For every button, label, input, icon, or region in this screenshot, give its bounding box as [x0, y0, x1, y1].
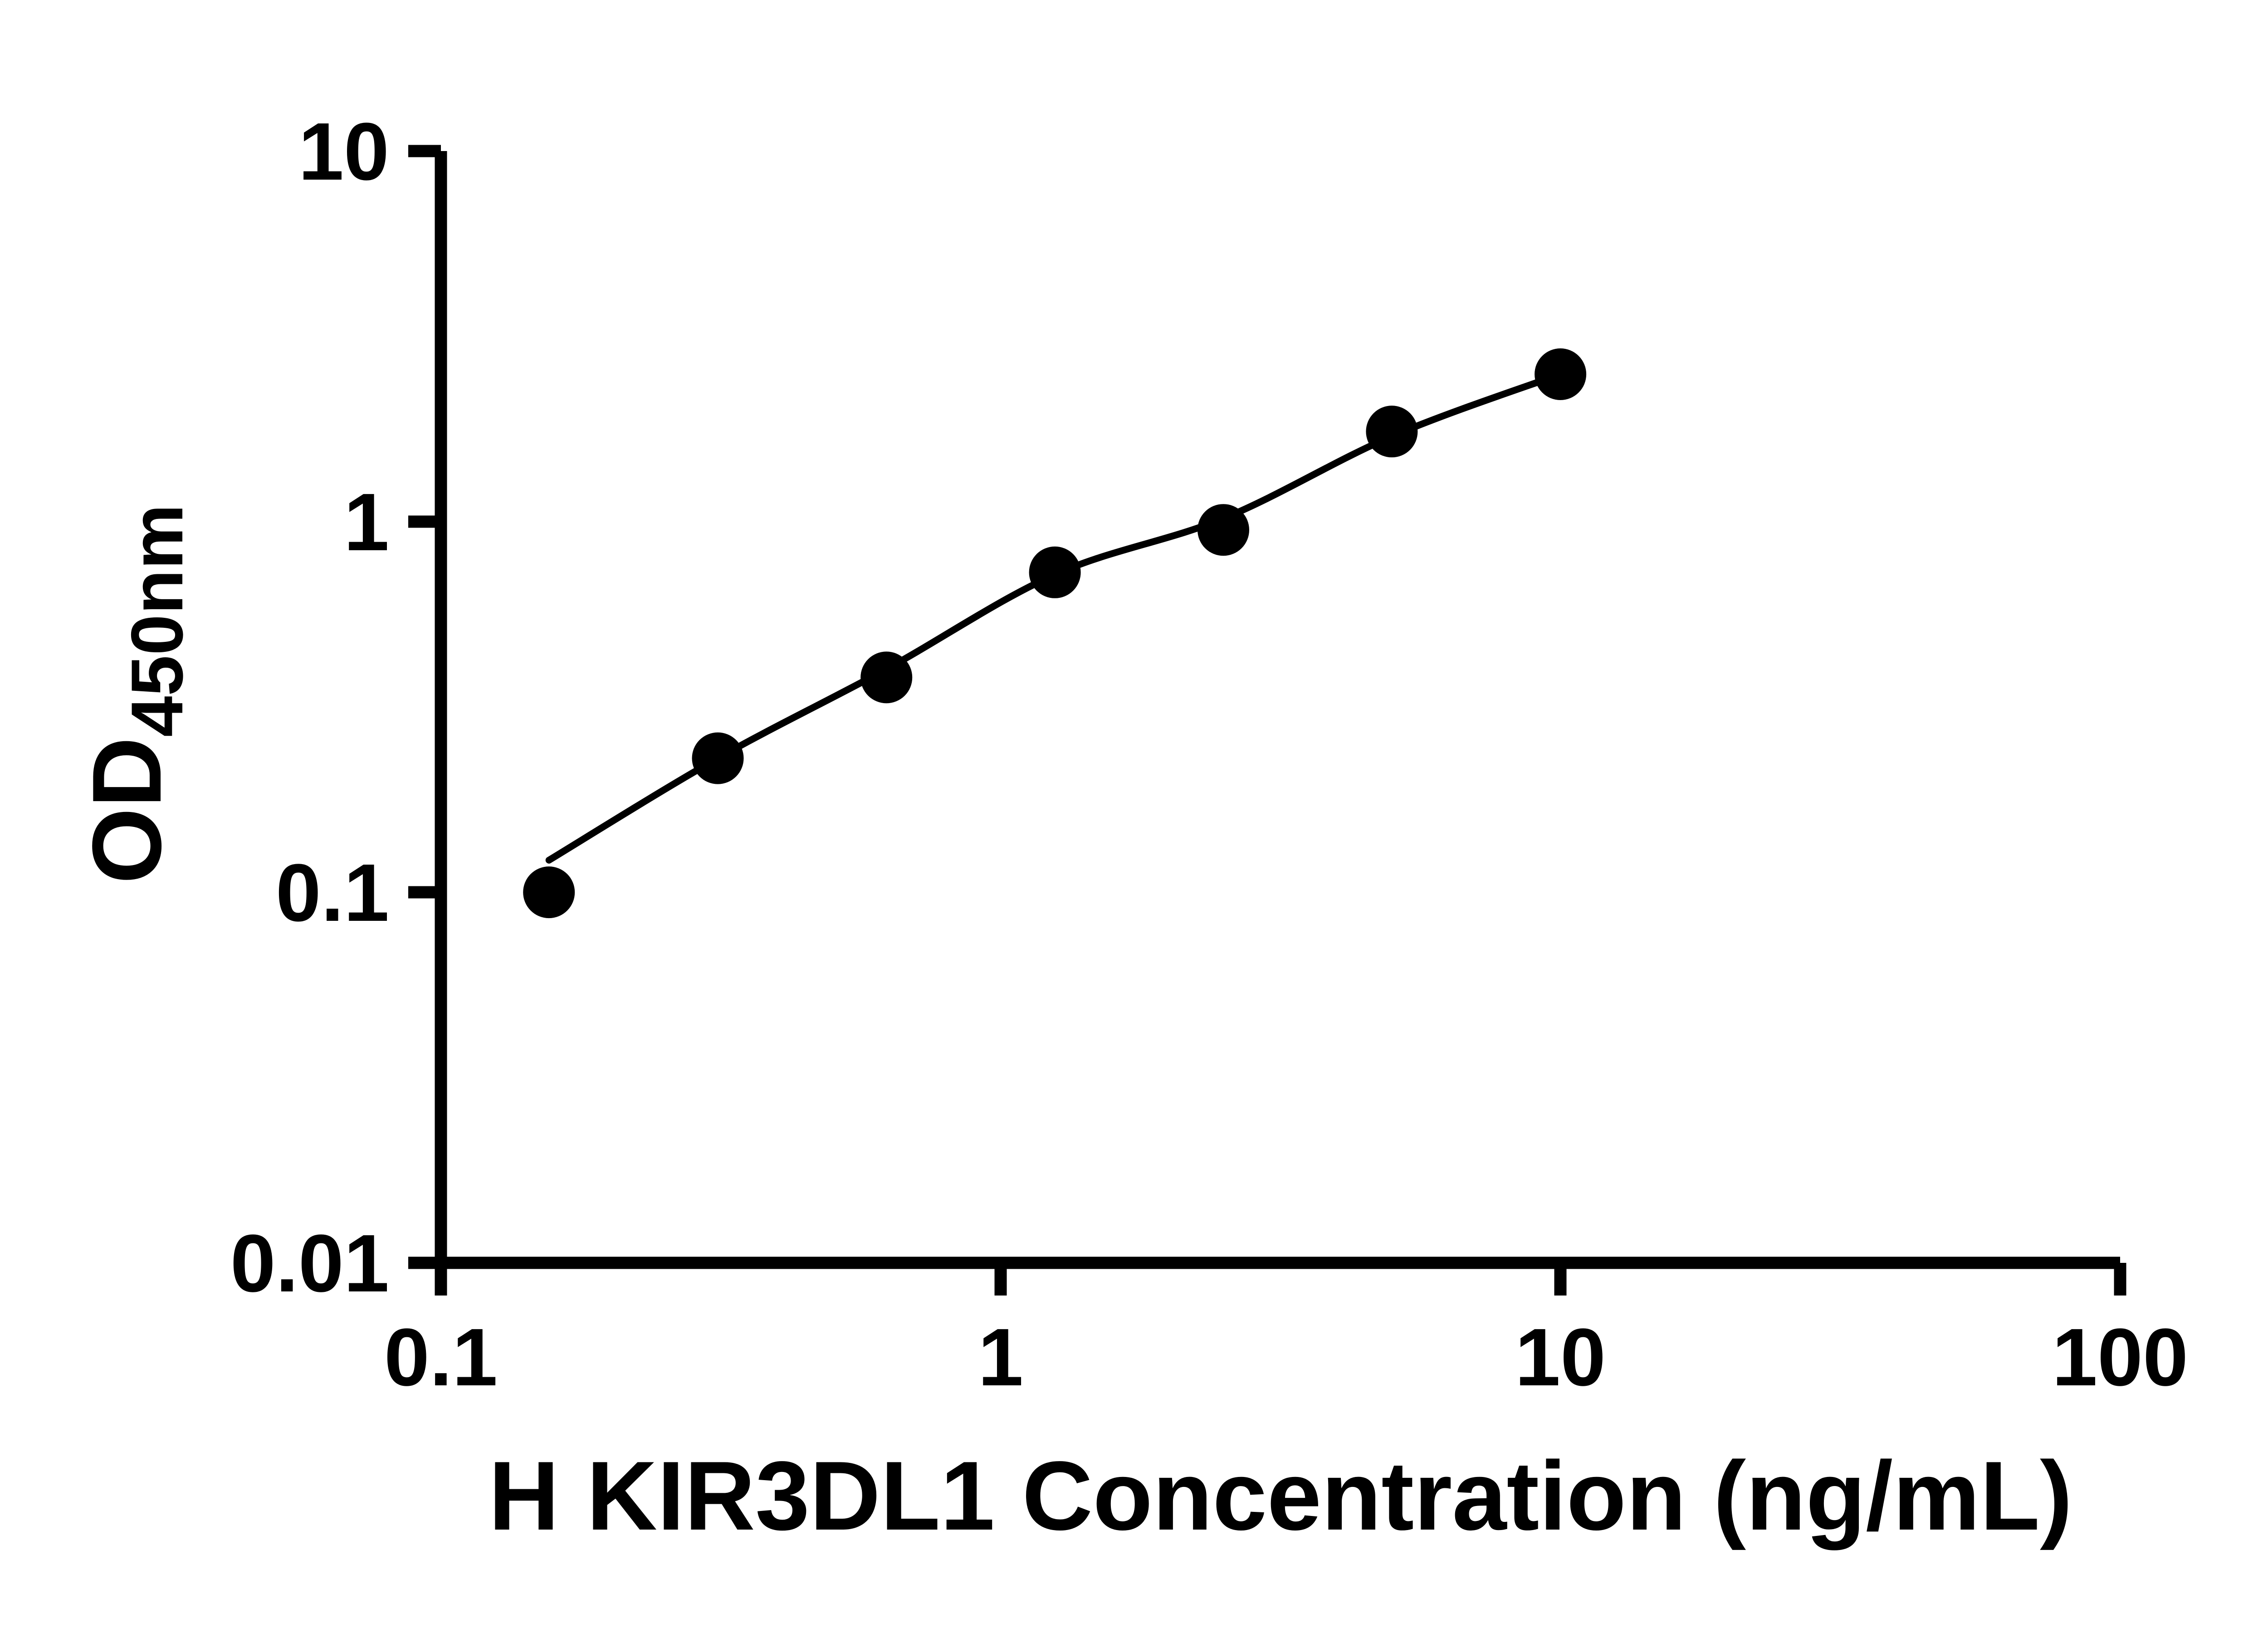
- x-tick-label: 10: [1515, 1312, 1606, 1403]
- y-axis-title-main: OD: [72, 737, 181, 884]
- points-layer: [523, 348, 1587, 919]
- x-tick-label: 1: [978, 1312, 1023, 1403]
- y-tick-label: 1: [344, 477, 389, 568]
- data-point: [860, 651, 913, 704]
- y-axis-title-subscript: 450nm: [116, 504, 198, 737]
- axes-layer: [408, 145, 2126, 1296]
- x-axis-title: H KIR3DL1 Concentration (ng/mL): [489, 1441, 2072, 1550]
- data-point: [692, 732, 744, 784]
- data-point: [1198, 504, 1249, 556]
- y-tick-label: 0.1: [276, 847, 389, 939]
- x-tick-label: 100: [2052, 1312, 2188, 1403]
- data-point: [1366, 406, 1418, 458]
- data-point: [1535, 348, 1587, 400]
- axis-lines: [435, 151, 2120, 1269]
- y-tick-label: 10: [298, 106, 389, 197]
- data-point: [1029, 546, 1081, 598]
- x-tick-label: 0.1: [384, 1312, 498, 1403]
- y-tick-label: 0.01: [230, 1218, 389, 1309]
- data-point: [523, 866, 575, 919]
- y-axis-title: OD450nm: [72, 504, 198, 884]
